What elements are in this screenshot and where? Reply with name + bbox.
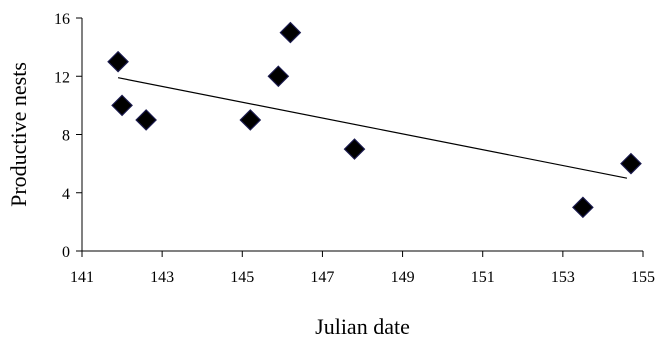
data-point (107, 50, 129, 73)
x-axis-title: Julian date (315, 314, 410, 339)
data-point (111, 94, 133, 117)
trendline-layer (117, 77, 628, 179)
data-point (267, 65, 290, 88)
x-tick-label: 155 (631, 269, 655, 286)
y-tick-label: 12 (54, 69, 70, 86)
x-tick-label: 147 (310, 269, 334, 286)
points-layer (107, 21, 642, 219)
y-tick-label: 0 (62, 244, 70, 261)
x-tick-label: 149 (391, 269, 415, 286)
data-point (572, 196, 594, 219)
data-point (279, 21, 302, 44)
y-axis-title: Productive nests (6, 62, 31, 207)
data-point (620, 152, 642, 175)
x-tick-label: 151 (471, 269, 495, 286)
data-point (239, 109, 262, 131)
x-tick-label: 143 (150, 269, 174, 286)
x-tick-label: 145 (230, 269, 254, 286)
y-tick-label: 4 (62, 186, 70, 203)
x-tick-label: 153 (551, 269, 575, 286)
data-point (343, 138, 366, 160)
x-tick-label: 141 (70, 269, 94, 286)
trendline (117, 77, 628, 179)
axes: 0 4 8 12 16 141 143 145 147 149 151 153 155 (54, 11, 655, 286)
y-tick-label: 16 (54, 11, 70, 28)
data-point (135, 109, 157, 131)
y-tick-label: 8 (62, 128, 70, 145)
